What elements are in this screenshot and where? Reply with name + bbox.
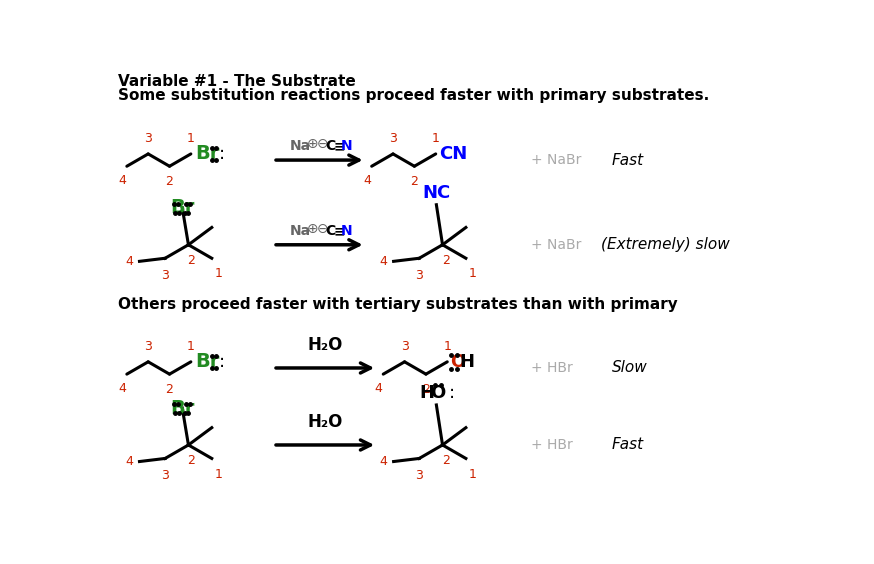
Text: ≡: ≡ <box>333 139 345 153</box>
Text: 2: 2 <box>441 254 449 267</box>
Text: 1: 1 <box>215 468 223 481</box>
Text: Na: Na <box>290 224 311 238</box>
Text: NC: NC <box>422 184 450 202</box>
Text: O: O <box>430 384 446 402</box>
Text: 1: 1 <box>187 131 195 145</box>
Text: 4: 4 <box>126 255 134 268</box>
Text: 2: 2 <box>422 384 430 396</box>
Text: Na: Na <box>290 139 311 153</box>
Text: + NaBr: + NaBr <box>531 238 581 252</box>
Text: :: : <box>448 384 454 402</box>
Text: 1: 1 <box>469 468 477 481</box>
Text: 3: 3 <box>144 131 152 145</box>
Text: ≡: ≡ <box>333 224 345 238</box>
Text: 2: 2 <box>165 175 173 188</box>
Text: 4: 4 <box>375 382 383 395</box>
Text: Others proceed faster with tertiary substrates than with primary: Others proceed faster with tertiary subs… <box>118 297 677 312</box>
Text: C: C <box>325 224 336 238</box>
Text: H₂O: H₂O <box>307 413 343 431</box>
Text: 2: 2 <box>188 254 196 267</box>
Text: Fast: Fast <box>612 153 644 168</box>
Text: Br: Br <box>196 144 220 164</box>
Text: + NaBr: + NaBr <box>531 153 581 167</box>
Text: 1: 1 <box>443 340 451 352</box>
Text: C: C <box>325 139 336 153</box>
Text: Slow: Slow <box>612 360 648 376</box>
Text: + HBr: + HBr <box>531 361 572 375</box>
Text: 4: 4 <box>363 174 371 187</box>
Text: + HBr: + HBr <box>531 438 572 452</box>
Text: 3: 3 <box>161 469 169 482</box>
Text: Br: Br <box>170 399 194 417</box>
Text: 2: 2 <box>441 454 449 467</box>
Text: O: O <box>450 353 466 371</box>
Text: 1: 1 <box>215 267 223 280</box>
Text: :: : <box>218 353 225 371</box>
Text: 4: 4 <box>379 255 387 268</box>
Text: 3: 3 <box>400 340 408 352</box>
Text: 2: 2 <box>411 175 419 188</box>
Text: 2: 2 <box>188 454 196 467</box>
Text: N: N <box>341 224 352 238</box>
Text: ⊖: ⊖ <box>316 222 328 236</box>
Text: Fast: Fast <box>612 438 644 452</box>
Text: 3: 3 <box>144 340 152 352</box>
Text: ⊕: ⊕ <box>307 222 319 236</box>
Text: (Extremely) slow: (Extremely) slow <box>601 237 730 252</box>
Text: 1: 1 <box>187 340 195 352</box>
Text: 4: 4 <box>126 455 134 468</box>
Text: 3: 3 <box>161 269 169 282</box>
Text: 4: 4 <box>118 382 126 395</box>
Text: 3: 3 <box>389 131 397 145</box>
Text: CN: CN <box>439 145 467 163</box>
Text: ⊖: ⊖ <box>316 137 328 151</box>
Text: 3: 3 <box>415 269 423 282</box>
Text: Br: Br <box>170 199 194 217</box>
Text: 1: 1 <box>469 267 477 280</box>
Text: 1: 1 <box>432 131 440 145</box>
Text: N: N <box>341 139 352 153</box>
Text: 4: 4 <box>379 455 387 468</box>
Text: 2: 2 <box>165 384 173 396</box>
Text: ⊕: ⊕ <box>307 137 319 151</box>
Text: 3: 3 <box>415 469 423 482</box>
Text: 4: 4 <box>118 174 126 187</box>
Text: :: : <box>218 145 225 163</box>
Text: H₂O: H₂O <box>307 336 343 354</box>
Text: Variable #1 - The Substrate: Variable #1 - The Substrate <box>118 74 356 89</box>
Text: Br: Br <box>196 352 220 371</box>
Text: H: H <box>420 384 434 402</box>
Text: H: H <box>460 353 475 371</box>
Text: Some substitution reactions proceed faster with primary substrates.: Some substitution reactions proceed fast… <box>118 87 709 103</box>
